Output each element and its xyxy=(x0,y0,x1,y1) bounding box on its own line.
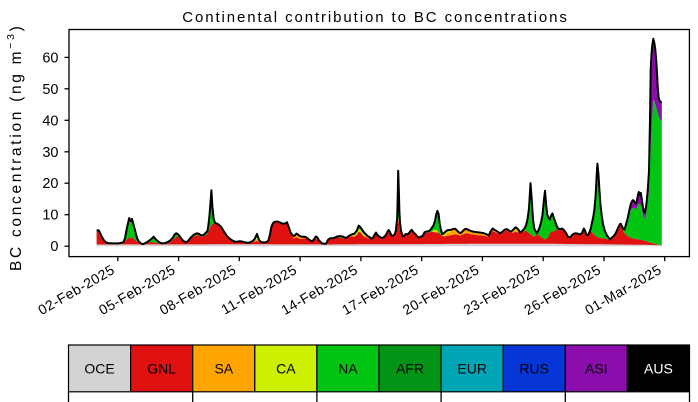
svg-text:CA: CA xyxy=(276,360,296,376)
svg-text:50: 50 xyxy=(42,82,58,98)
svg-text:40: 40 xyxy=(42,113,58,129)
svg-text:OCE: OCE xyxy=(84,360,114,376)
svg-text:EUR: EUR xyxy=(457,360,487,376)
svg-text:BC concentration (ng m−3): BC concentration (ng m−3) xyxy=(5,24,25,271)
svg-text:Continental contribution to BC: Continental contribution to BC concentra… xyxy=(182,9,569,26)
svg-text:GNL: GNL xyxy=(147,360,176,376)
svg-text:60: 60 xyxy=(42,50,58,66)
svg-text:ASI: ASI xyxy=(585,360,608,376)
svg-text:AFR: AFR xyxy=(396,360,424,376)
svg-text:AUS: AUS xyxy=(644,360,673,376)
svg-text:0: 0 xyxy=(50,239,58,255)
svg-text:10: 10 xyxy=(42,208,58,224)
svg-text:20: 20 xyxy=(42,176,58,192)
svg-text:30: 30 xyxy=(42,145,58,161)
svg-text:RUS: RUS xyxy=(519,360,549,376)
svg-text:SA: SA xyxy=(214,360,233,376)
svg-text:NA: NA xyxy=(338,360,358,376)
